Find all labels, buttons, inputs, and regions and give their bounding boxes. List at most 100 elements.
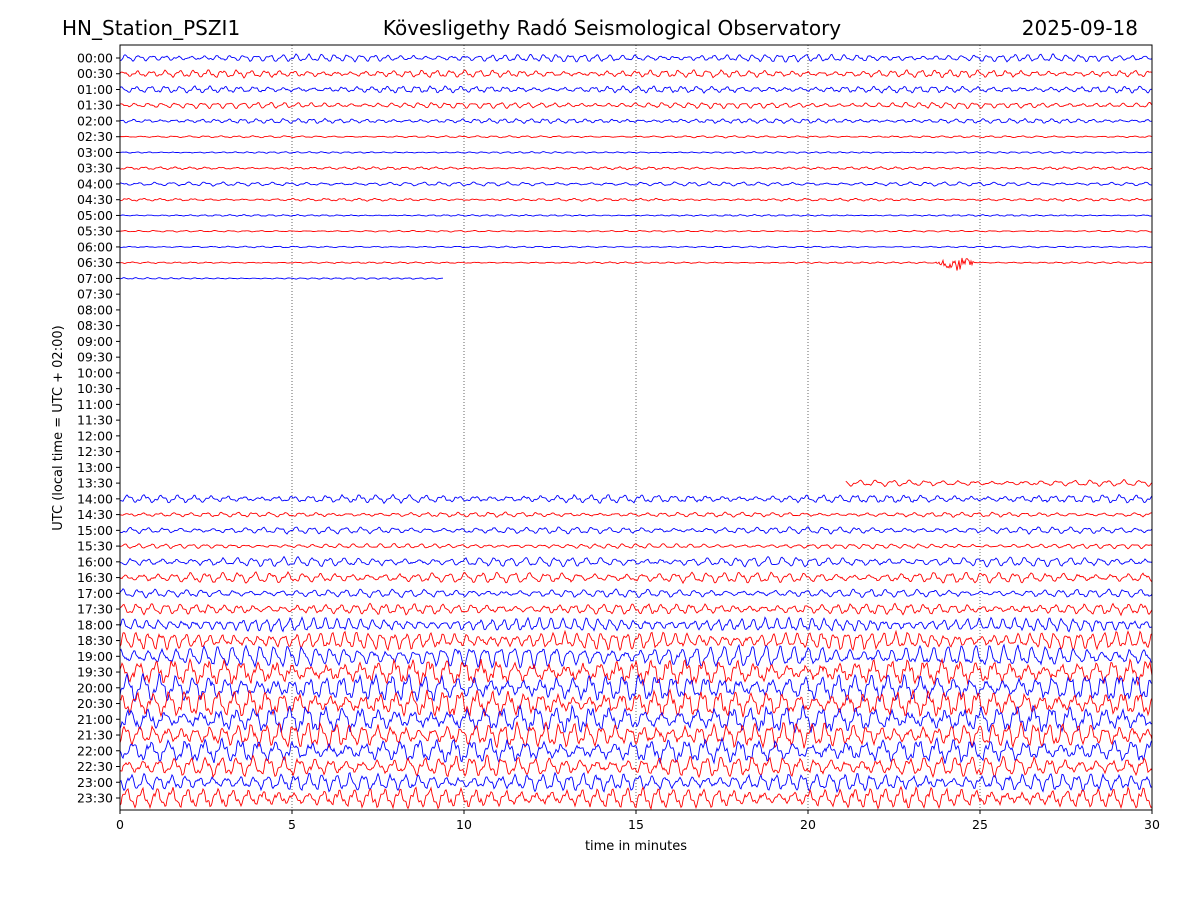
y-tick-label: 12:30 xyxy=(77,444,113,459)
trace-2030 xyxy=(120,688,1152,718)
y-tick-label: 19:30 xyxy=(77,665,113,680)
trace-1930 xyxy=(120,657,1152,687)
x-tick-label: 5 xyxy=(288,817,296,832)
station-title: HN_Station_PSZI1 xyxy=(62,16,240,40)
trace-2100 xyxy=(120,703,1152,734)
trace-0630 xyxy=(120,257,1152,271)
trace-1730 xyxy=(120,602,1152,617)
trace-0230 xyxy=(120,135,1152,139)
y-tick-label: 14:30 xyxy=(77,507,113,522)
trace-0530 xyxy=(120,229,1152,233)
y-tick-label: 02:30 xyxy=(77,129,113,144)
trace-2300 xyxy=(120,771,1152,794)
trace-0100 xyxy=(120,85,1152,94)
x-tick-label: 0 xyxy=(116,817,124,832)
trace-0330 xyxy=(120,166,1152,171)
trace-1330 xyxy=(845,479,1152,488)
y-tick-label: 09:30 xyxy=(77,350,113,365)
y-tick-label: 20:00 xyxy=(77,680,113,695)
trace-0400 xyxy=(120,181,1152,187)
y-tick-label: 22:30 xyxy=(77,759,113,774)
x-tick-label: 20 xyxy=(800,817,816,832)
trace-2000 xyxy=(120,672,1152,703)
y-tick-label: 13:30 xyxy=(77,476,113,491)
y-tick-label: 14:00 xyxy=(77,491,113,506)
observatory-title: Kövesligethy Radó Seismological Observat… xyxy=(383,16,841,40)
y-tick-label: 23:30 xyxy=(77,791,113,806)
trace-0000 xyxy=(120,53,1152,63)
y-tick-label: 06:00 xyxy=(77,239,113,254)
y-tick-label: 04:30 xyxy=(77,192,113,207)
trace-2200 xyxy=(120,736,1152,765)
trace-0700 xyxy=(120,277,443,280)
x-tick-label: 30 xyxy=(1144,817,1160,832)
trace-1430 xyxy=(120,511,1152,518)
trace-2230 xyxy=(120,754,1152,779)
y-tick-label: 10:30 xyxy=(77,381,113,396)
x-tick-label: 10 xyxy=(456,817,472,832)
trace-0430 xyxy=(120,197,1152,202)
y-tick-label: 21:00 xyxy=(77,712,113,727)
trace-1500 xyxy=(120,526,1152,535)
y-tick-label: 00:00 xyxy=(77,51,113,66)
y-tick-label: 01:00 xyxy=(77,82,113,97)
x-tick-label: 15 xyxy=(628,817,644,832)
trace-0200 xyxy=(120,117,1152,124)
trace-1800 xyxy=(120,616,1152,633)
trace-0130 xyxy=(120,101,1152,110)
y-tick-label: 16:30 xyxy=(77,570,113,585)
trace-1630 xyxy=(120,571,1152,585)
y-tick-label: 23:00 xyxy=(77,775,113,790)
y-tick-label: 09:00 xyxy=(77,334,113,349)
y-tick-label: 15:30 xyxy=(77,539,113,554)
trace-2330 xyxy=(120,785,1152,810)
trace-1900 xyxy=(120,643,1152,670)
y-tick-label: 20:30 xyxy=(77,696,113,711)
y-tick-label: 04:00 xyxy=(77,176,113,191)
y-tick-label: 00:30 xyxy=(77,66,113,81)
y-tick-label: 06:30 xyxy=(77,255,113,270)
trace-1830 xyxy=(120,629,1152,652)
trace-group xyxy=(120,53,1152,810)
y-tick-label: 22:00 xyxy=(77,743,113,758)
y-tick-label: 11:00 xyxy=(77,397,113,412)
y-tick-label: 03:00 xyxy=(77,145,113,160)
trace-1600 xyxy=(120,555,1152,568)
trace-0300 xyxy=(120,151,1152,154)
y-tick-label: 08:30 xyxy=(77,318,113,333)
y-tick-label: 03:30 xyxy=(77,161,113,176)
y-tick-label: 17:00 xyxy=(77,586,113,601)
trace-1530 xyxy=(120,543,1152,550)
y-tick-label: 12:00 xyxy=(77,428,113,443)
y-axis-label: UTC (local time = UTC + 02:00) xyxy=(51,325,66,530)
trace-0600 xyxy=(120,245,1152,249)
y-tick-label: 01:30 xyxy=(77,98,113,113)
trace-1700 xyxy=(120,588,1152,599)
trace-0500 xyxy=(120,214,1152,217)
y-axis-ticks: 00:0000:3001:0001:3002:0002:3003:0003:30… xyxy=(77,51,120,806)
x-tick-label: 25 xyxy=(972,817,988,832)
trace-1400 xyxy=(120,493,1152,505)
y-tick-label: 08:00 xyxy=(77,302,113,317)
y-tick-label: 02:00 xyxy=(77,113,113,128)
y-tick-label: 18:30 xyxy=(77,633,113,648)
y-tick-label: 15:00 xyxy=(77,523,113,538)
x-axis-ticks: 0 5 10 15 20 25 30 xyxy=(116,810,1160,832)
y-tick-label: 07:30 xyxy=(77,287,113,302)
y-tick-label: 13:00 xyxy=(77,460,113,475)
y-tick-label: 07:00 xyxy=(77,271,113,286)
date-title: 2025-09-18 xyxy=(1022,16,1138,40)
y-tick-label: 21:30 xyxy=(77,728,113,743)
y-tick-label: 16:00 xyxy=(77,554,113,569)
trace-2130 xyxy=(120,721,1152,749)
y-tick-label: 17:30 xyxy=(77,602,113,617)
y-tick-label: 10:00 xyxy=(77,365,113,380)
trace-0030 xyxy=(120,69,1152,79)
y-tick-label: 05:30 xyxy=(77,224,113,239)
y-tick-label: 05:00 xyxy=(77,208,113,223)
x-axis-label: time in minutes xyxy=(585,839,687,854)
y-tick-label: 19:00 xyxy=(77,649,113,664)
y-tick-label: 18:00 xyxy=(77,617,113,632)
y-tick-label: 11:30 xyxy=(77,413,113,428)
